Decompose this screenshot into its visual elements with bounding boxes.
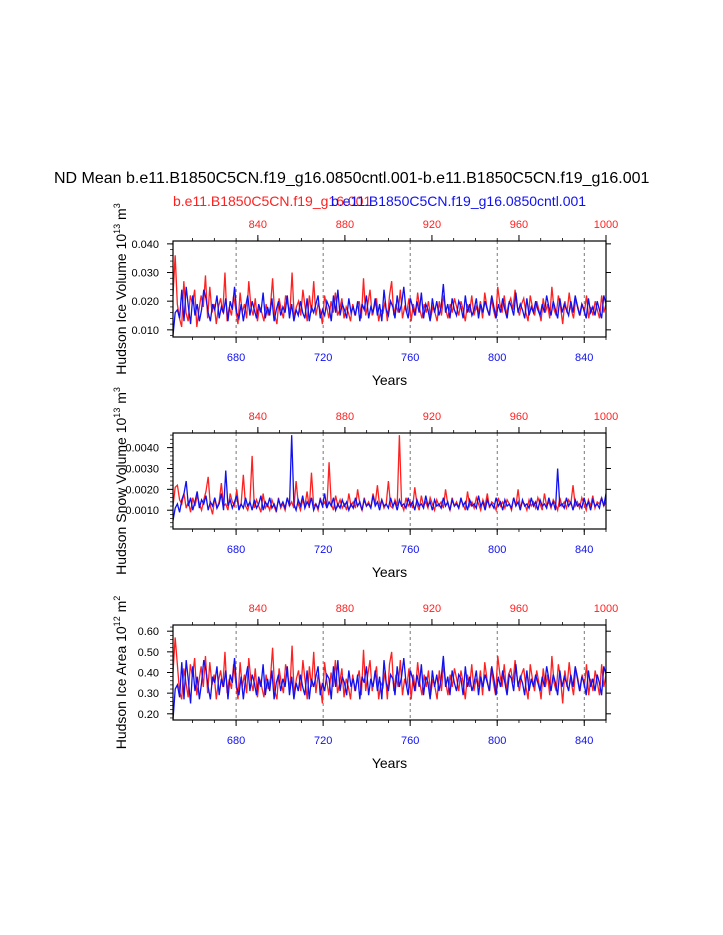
x-tick-label-bottom: 680 [227,352,245,364]
y-axis-label-unit-pow: 3 [112,387,122,392]
x-axis-label: Years [372,564,407,580]
x-axis-label: Years [372,755,407,771]
y-tick-label: 0.010 [131,325,159,337]
x-tick-label-top: 960 [510,603,528,615]
plot-frame [172,240,607,338]
panel-3: 680 720 760 800 840 840 880 920 960 1000 0.20 0.30 0… [112,596,618,771]
y-axis-label-unit-pow: 3 [112,203,122,208]
panel-1: 680 720 760 800 840 840 880 920 960 1000 0.010 0.02… [112,203,618,388]
x-tick-label-top: 1000 [594,219,618,231]
y-axis-label-exp: 13 [112,224,122,234]
x-tick-label-top: 880 [336,411,354,423]
y-axis-label-name: Hudson Ice Volume 10 [113,234,129,375]
x-tick-label-top: 1000 [594,411,618,423]
x-tick-label-top: 840 [249,603,267,615]
x-tick-label-top: 960 [510,411,528,423]
legend-blue-label: b.e11.B1850C5CN.f19_g16.0850cntl.001 [331,193,586,209]
x-tick-label-bottom: 720 [314,352,332,364]
y-tick-label: 0.50 [138,647,159,659]
plot-frame [172,432,607,530]
y-tick-label: 0.0030 [125,463,159,475]
y-axis-label: Hudson Ice Volume 1013 m3 [112,203,129,374]
x-tick-label-bottom: 680 [227,544,245,556]
x-tick-label-top: 920 [423,603,441,615]
x-tick-label-top: 880 [336,219,354,231]
y-axis-label-name: Hudson Snow Volume 10 [113,417,129,574]
x-axis-label: Years [372,372,407,388]
x-tick-label-bottom: 720 [314,735,332,747]
series-line-blue [173,435,606,521]
y-axis-label: Hudson Snow Volume 1013 m3 [112,387,129,575]
series-line-blue [173,655,606,720]
x-tick-label-top: 840 [249,219,267,231]
x-tick-label-bottom: 760 [401,352,419,364]
y-axis-label-unit: m [113,392,129,408]
x-tick-label-bottom: 760 [401,735,419,747]
x-tick-label-bottom: 800 [488,352,506,364]
y-tick-label: 0.30 [138,688,159,700]
x-tick-label-bottom: 680 [227,735,245,747]
x-tick-label-bottom: 840 [575,544,593,556]
y-tick-label: 0.20 [138,709,159,721]
y-tick-label: 0.40 [138,668,159,680]
x-tick-label-bottom: 720 [314,544,332,556]
chart-title: ND Mean b.e11.B1850C5CN.f19_g16.0850cntl… [54,170,649,187]
panel-2: 680 720 760 800 840 840 880 920 960 1000 0.0010 0.0… [112,387,618,580]
y-axis-label-unit-pow: 2 [112,596,122,601]
x-tick-label-top: 840 [249,411,267,423]
y-axis-label-exp: 13 [112,408,122,418]
x-tick-label-bottom: 800 [488,544,506,556]
x-tick-label-top: 920 [423,219,441,231]
legend-red-label: b.e11.B1850C5CN.f19_g16.001 [173,193,371,209]
x-tick-label-top: 960 [510,219,528,231]
x-tick-label-top: 920 [423,411,441,423]
series-line-blue [173,283,606,336]
y-tick-label: 0.0040 [125,443,159,455]
y-axis-label: Hudson Ice Area 1012 m2 [112,596,129,750]
y-axis-label-name: Hudson Ice Area 10 [113,626,129,749]
x-tick-label-bottom: 840 [575,735,593,747]
y-axis-label-unit: m [113,208,129,224]
y-axis-label-exp: 12 [112,616,122,626]
x-tick-label-bottom: 800 [488,735,506,747]
y-tick-label: 0.030 [131,268,159,280]
x-tick-label-bottom: 840 [575,352,593,364]
x-tick-label-top: 1000 [594,603,618,615]
y-axis-label-unit: m [113,601,129,617]
x-tick-label-bottom: 760 [401,544,419,556]
y-tick-label: 0.0010 [125,505,159,517]
y-tick-label: 0.0020 [125,484,159,496]
y-tick-label: 0.60 [138,626,159,638]
y-tick-label: 0.020 [131,296,159,308]
y-tick-label: 0.040 [131,239,159,251]
x-tick-label-top: 880 [336,603,354,615]
